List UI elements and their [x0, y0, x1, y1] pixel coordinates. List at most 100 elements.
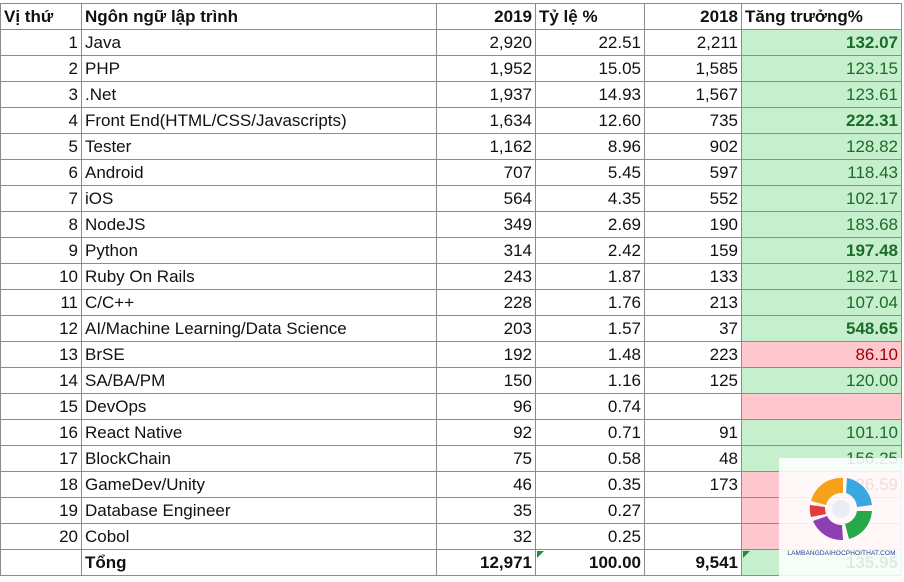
language-cell: AI/Machine Learning/Data Science [81, 315, 437, 342]
growth-cell: 118.43 [741, 159, 902, 186]
count-2019-cell: 1,162 [436, 133, 536, 160]
rank-cell: 20 [0, 523, 82, 550]
growth-cell: 123.15 [741, 55, 902, 82]
rank-cell: 7 [0, 185, 82, 212]
table-row: 4 Front End(HTML/CSS/Javascripts) 1,634 12.… [0, 107, 902, 134]
count-2019-cell: 35 [436, 497, 536, 524]
count-2018-cell: 1,567 [644, 81, 742, 108]
table-row: 19 Database Engineer 35 0.27 [0, 497, 902, 524]
count-2019-cell: 203 [436, 315, 536, 342]
cell-note-marker [536, 550, 544, 558]
rank-cell [0, 549, 82, 576]
count-2019-cell: 2,920 [436, 29, 536, 56]
count-2018-cell: 9,541 [644, 549, 742, 576]
language-cell: SA/BA/PM [81, 367, 437, 394]
rank-cell: 11 [0, 289, 82, 316]
growth-cell [741, 393, 902, 420]
table-row: 12 AI/Machine Learning/Data Science 203 1.5… [0, 315, 902, 342]
count-2018-cell: 91 [644, 419, 742, 446]
table-row: 2 PHP 1,952 15.05 1,585 123.15 [0, 55, 902, 82]
growth-cell: 101.10 [741, 419, 902, 446]
count-2019-cell: 32 [436, 523, 536, 550]
language-cell: PHP [81, 55, 437, 82]
count-2018-cell: 133 [644, 263, 742, 290]
rank-cell: 17 [0, 445, 82, 472]
ratio-cell: 14.93 [535, 81, 645, 108]
count-2019-cell: 1,952 [436, 55, 536, 82]
count-2019-cell: 707 [436, 159, 536, 186]
growth-cell: 123.61 [741, 81, 902, 108]
growth-cell: 86.10 [741, 341, 902, 368]
language-cell: Tester [81, 133, 437, 160]
rank-cell: 5 [0, 133, 82, 160]
count-2018-cell: 902 [644, 133, 742, 160]
growth-cell: 197.48 [741, 237, 902, 264]
count-2018-cell: 552 [644, 185, 742, 212]
count-2019-cell: 243 [436, 263, 536, 290]
ratio-cell: 0.25 [535, 523, 645, 550]
header-2018: 2018 [644, 3, 742, 30]
table-row: 14 SA/BA/PM 150 1.16 125 120.00 [0, 367, 902, 394]
language-cell: C/C++ [81, 289, 437, 316]
growth-cell: 102.17 [741, 185, 902, 212]
rank-cell: 6 [0, 159, 82, 186]
ratio-cell: 1.48 [535, 341, 645, 368]
count-2019-cell: 75 [436, 445, 536, 472]
count-2018-cell: 48 [644, 445, 742, 472]
watermark-logo: LAMBANGDAIHOCPHOITHAT.COM [779, 458, 904, 582]
growth-cell: 548.65 [741, 315, 902, 342]
count-2019-cell: 1,634 [436, 107, 536, 134]
language-cell: Front End(HTML/CSS/Javascripts) [81, 107, 437, 134]
rank-cell: 9 [0, 237, 82, 264]
count-2018-cell: 173 [644, 471, 742, 498]
count-2019-cell: 192 [436, 341, 536, 368]
count-2018-cell: 213 [644, 289, 742, 316]
watermark-text: LAMBANGDAIHOCPHOITHAT.COM [787, 550, 896, 557]
count-2018-cell [644, 393, 742, 420]
growth-cell: 128.82 [741, 133, 902, 160]
count-2019-cell: 349 [436, 211, 536, 238]
growth-cell: 107.04 [741, 289, 902, 316]
table-row: 7 iOS 564 4.35 552 102.17 [0, 185, 902, 212]
table-row: 9 Python 314 2.42 159 197.48 [0, 237, 902, 264]
table-row: 16 React Native 92 0.71 91 101.10 [0, 419, 902, 446]
ratio-cell: 0.58 [535, 445, 645, 472]
cell-note-marker [742, 550, 750, 558]
count-2019-cell: 1,937 [436, 81, 536, 108]
language-cell: NodeJS [81, 211, 437, 238]
table-row: 20 Cobol 32 0.25 [0, 523, 902, 550]
header-row: Vị thứ Ngôn ngữ lập trình 2019 Tỷ lệ % 2… [0, 3, 902, 30]
ratio-cell: 0.71 [535, 419, 645, 446]
language-cell: BlockChain [81, 445, 437, 472]
table-row: 1 Java 2,920 22.51 2,211 132.07 [0, 29, 902, 56]
language-cell: Tổng [81, 549, 437, 576]
count-2019-cell: 92 [436, 419, 536, 446]
growth-cell: 132.07 [741, 29, 902, 56]
language-cell: iOS [81, 185, 437, 212]
ratio-cell: 2.69 [535, 211, 645, 238]
ratio-cell: 5.45 [535, 159, 645, 186]
count-2019-cell: 228 [436, 289, 536, 316]
ratio-cell: 2.42 [535, 237, 645, 264]
header-ratio: Tỷ lệ % [535, 3, 645, 30]
ratio-cell: 1.16 [535, 367, 645, 394]
rank-cell: 19 [0, 497, 82, 524]
count-2019-cell: 96 [436, 393, 536, 420]
rank-cell: 15 [0, 393, 82, 420]
language-cell: Ruby On Rails [81, 263, 437, 290]
rank-cell: 4 [0, 107, 82, 134]
ratio-cell: 0.27 [535, 497, 645, 524]
count-2019-cell: 46 [436, 471, 536, 498]
count-2019-cell: 12,971 [436, 549, 536, 576]
count-2018-cell: 190 [644, 211, 742, 238]
table-row: 15 DevOps 96 0.74 [0, 393, 902, 420]
rank-cell: 1 [0, 29, 82, 56]
rank-cell: 3 [0, 81, 82, 108]
language-cell: Python [81, 237, 437, 264]
header-growth: Tăng trưởng% [741, 3, 902, 30]
rank-cell: 10 [0, 263, 82, 290]
ratio-cell: 4.35 [535, 185, 645, 212]
language-cell: Cobol [81, 523, 437, 550]
count-2018-cell: 37 [644, 315, 742, 342]
